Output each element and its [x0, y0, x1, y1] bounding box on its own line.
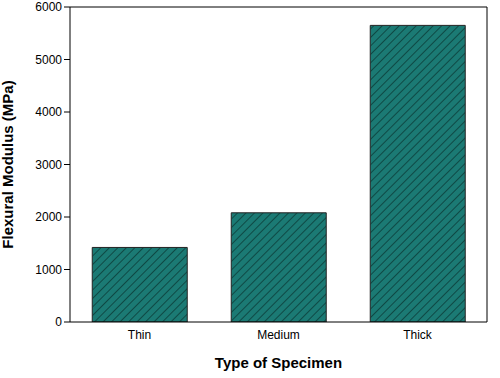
- svg-text:5000: 5000: [35, 53, 62, 67]
- svg-text:Type of Specimen: Type of Specimen: [215, 354, 342, 371]
- svg-text:2000: 2000: [35, 210, 62, 224]
- svg-text:0: 0: [55, 315, 62, 329]
- svg-text:Flexural Modulus (MPa): Flexural Modulus (MPa): [8, 80, 16, 248]
- svg-text:4000: 4000: [35, 105, 62, 119]
- svg-text:6000: 6000: [35, 0, 62, 14]
- svg-text:Medium: Medium: [257, 328, 300, 342]
- svg-text:Thin: Thin: [128, 328, 151, 342]
- svg-text:Thick: Thick: [403, 328, 433, 342]
- svg-text:3000: 3000: [35, 158, 62, 172]
- svg-text:1000: 1000: [35, 263, 62, 277]
